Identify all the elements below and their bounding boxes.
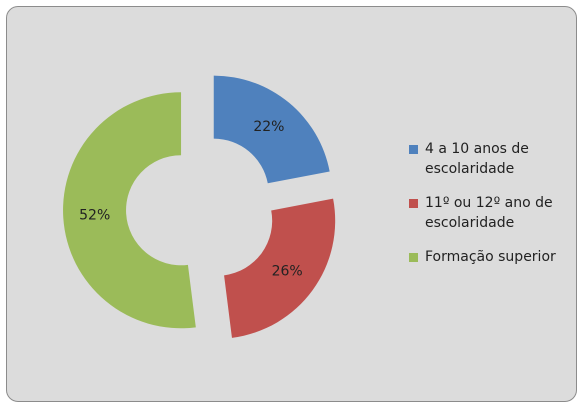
- legend-entry: Formação superior: [409, 247, 576, 267]
- data-label: 26%: [272, 264, 303, 280]
- chart-panel: 22% 26% 52% 4 a 10 anos de escolaridade 11º…: [6, 6, 577, 402]
- legend-entry: 11º ou 12º ano de escolaridade: [409, 193, 576, 233]
- legend-entry: 4 a 10 anos de escolaridade: [409, 139, 576, 179]
- donut-segment: [213, 75, 330, 184]
- legend-swatch: [409, 199, 418, 208]
- legend-label: Formação superior: [425, 249, 556, 265]
- legend-swatch: [409, 253, 418, 262]
- data-label: 52%: [79, 208, 110, 224]
- donut-segment: [63, 92, 196, 329]
- legend-swatch: [409, 145, 418, 154]
- data-label: 22%: [253, 119, 284, 135]
- donut-segment: [224, 198, 336, 338]
- legend: 4 a 10 anos de escolaridade 11º ou 12º an…: [409, 139, 576, 281]
- chart: 22% 26% 52%: [63, 75, 336, 338]
- legend-label: 4 a 10 anos de escolaridade: [425, 141, 529, 177]
- legend-label: 11º ou 12º ano de escolaridade: [425, 195, 553, 231]
